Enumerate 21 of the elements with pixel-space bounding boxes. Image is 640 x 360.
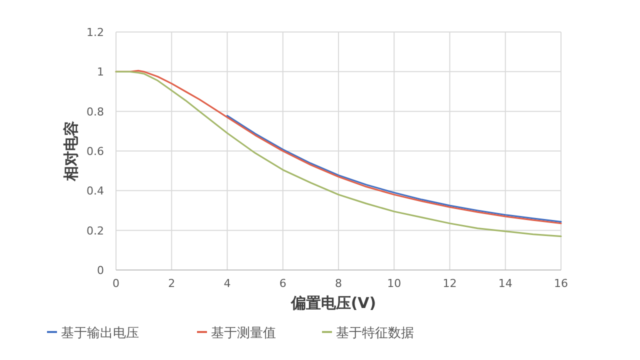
y-tick-label: 1.2 [86,26,104,39]
x-tick-label: 8 [335,277,342,290]
y-tick-label: 0.8 [86,105,104,118]
y-tick-label: 1 [97,66,104,79]
legend-label: 基于输出电压 [61,326,139,341]
y-tick-label: 0.2 [86,224,104,238]
x-tick-label: 10 [387,277,402,290]
y-tick-label: 0.6 [86,145,104,158]
legend-label: 基于测量值 [211,326,276,341]
x-tick-label: 16 [554,277,568,290]
legend-label: 基于特征数据 [336,326,414,341]
x-axis-title: 偏置电压(V) [290,294,376,312]
y-axis-title: 相对电容 [62,121,80,182]
y-tick-label: 0.4 [86,184,104,198]
x-tick-label: 14 [498,277,512,290]
x-tick-label: 2 [168,277,176,290]
x-tick-label: 0 [112,277,120,290]
y-tick-label: 0 [97,264,104,277]
x-tick-label: 4 [224,277,231,290]
x-tick-label: 6 [279,277,286,290]
x-tick-label: 12 [442,277,457,290]
